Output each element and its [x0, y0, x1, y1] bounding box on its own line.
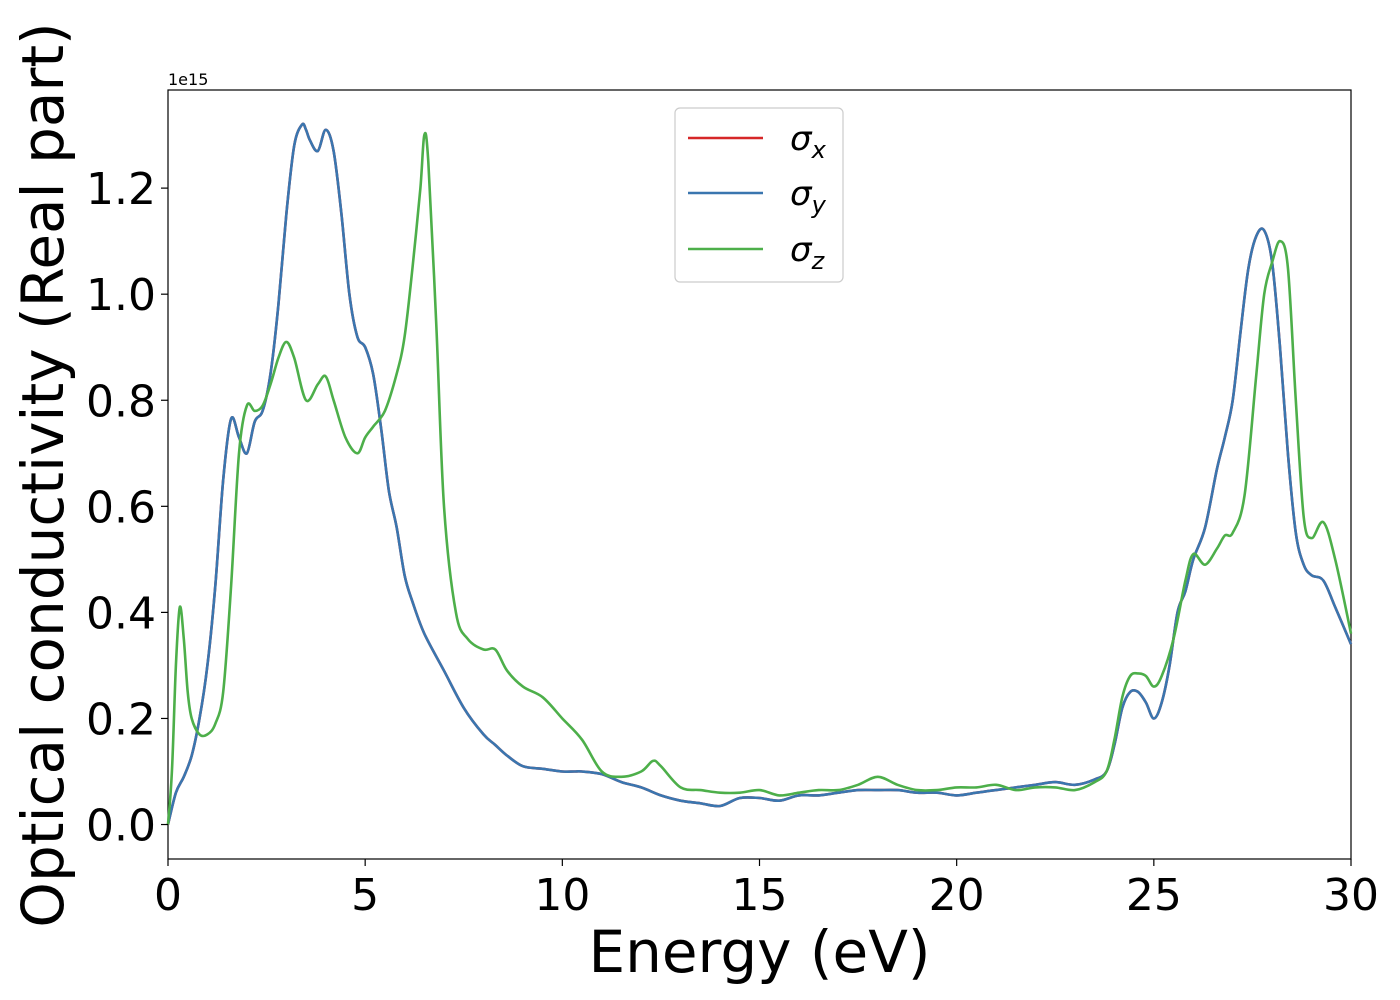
- x-tick-label: 5: [351, 870, 379, 921]
- legend-label-x: σx: [790, 119, 827, 164]
- x-tick-label: 30: [1323, 870, 1379, 921]
- y-tick-label: 0.0: [86, 801, 156, 852]
- y-tick-label: 0.8: [86, 376, 156, 427]
- x-tick-label: 20: [929, 870, 985, 921]
- series-line-y: [166, 122, 1353, 825]
- series-group: [166, 122, 1353, 825]
- x-tick-label: 25: [1126, 870, 1182, 921]
- y-tick-label: 1.0: [86, 270, 156, 321]
- x-tick-label: 0: [154, 870, 182, 921]
- legend-label-y: σy: [790, 174, 827, 219]
- legend-box: [674, 107, 844, 283]
- legend-label-z: σz: [790, 230, 826, 275]
- series-line-z: [166, 131, 1353, 825]
- y-tick-label: 0.2: [86, 694, 156, 745]
- x-tick-label: 10: [534, 870, 590, 921]
- y-axis: 0.0 0.2 0.4 0.6 0.8 1.0 1.2: [86, 164, 168, 852]
- x-tick-label: 15: [732, 870, 788, 921]
- y-tick-label: 0.4: [86, 588, 156, 639]
- legend: σx σy σz: [674, 107, 844, 283]
- x-axis-title: Energy (eV): [588, 918, 930, 986]
- y-tick-label: 1.2: [86, 164, 156, 215]
- y-offset-label: 1e15: [168, 70, 208, 89]
- y-axis-title: Optical conductivity (Real part): [9, 22, 77, 927]
- x-axis: 0 5 10 15 20 25 30: [154, 859, 1379, 921]
- y-tick-label: 0.6: [86, 482, 156, 533]
